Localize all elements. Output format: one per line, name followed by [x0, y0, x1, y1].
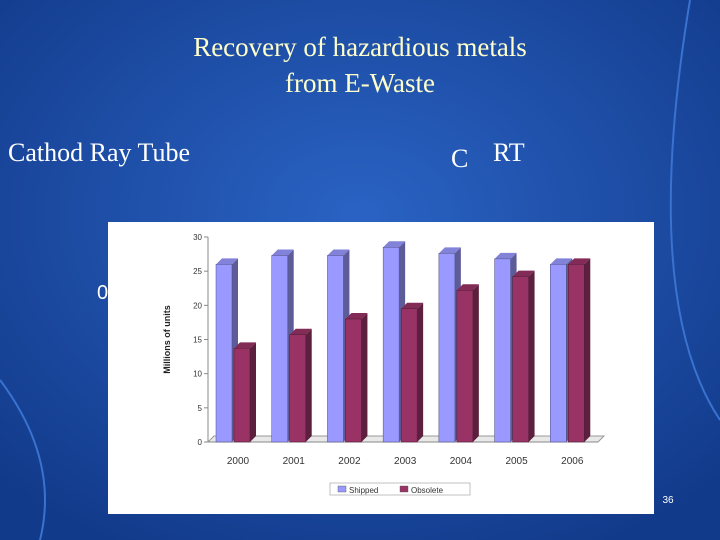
bar-top	[216, 258, 238, 265]
bar-side	[472, 284, 479, 442]
x-tick-label: 2003	[394, 456, 417, 467]
bar-side	[361, 313, 368, 442]
x-tick-label: 2006	[561, 456, 584, 467]
heading: C	[451, 144, 468, 173]
slide-title: from E-Waste	[285, 68, 435, 98]
bar	[512, 276, 529, 443]
bar-top	[568, 258, 591, 265]
bar-side	[417, 302, 424, 442]
bar	[345, 318, 362, 443]
x-tick-label: 2002	[338, 456, 361, 467]
legend-swatch	[399, 485, 409, 493]
slide-title: Recovery of hazardious metals	[193, 32, 527, 62]
bar-top	[383, 241, 406, 248]
bar	[568, 264, 585, 443]
bar-top	[289, 328, 312, 335]
bar	[327, 255, 344, 443]
bar	[550, 264, 567, 443]
bar-top	[512, 270, 535, 277]
y-tick-label: 10	[193, 370, 202, 379]
legend-swatch	[337, 485, 347, 493]
x-tick-label: 2004	[450, 456, 473, 467]
y-tick-label: 25	[193, 267, 202, 276]
bar-top	[271, 249, 294, 256]
bar-top	[494, 252, 517, 259]
bar-top	[438, 247, 461, 254]
bar	[215, 264, 233, 443]
bar-side	[584, 258, 591, 442]
stray-text: 0	[97, 282, 108, 304]
chart: 0 5 10 15 20 25 30 Millions of units 2000 2001 200…	[162, 233, 606, 496]
bar-side	[305, 328, 312, 442]
bar	[400, 308, 418, 443]
bar	[289, 334, 306, 443]
page-number: 36	[662, 495, 674, 506]
x-tick-label: 2001	[283, 456, 306, 467]
bar	[456, 290, 474, 443]
y-tick-label: 20	[193, 301, 202, 310]
y-tick-label: 0	[198, 438, 203, 447]
bar-top	[234, 342, 256, 349]
y-tick-label: 30	[193, 233, 202, 242]
bar	[382, 247, 400, 443]
bar-top	[456, 284, 479, 291]
x-tick-label: 2000	[227, 456, 250, 467]
bar-top	[550, 258, 573, 265]
bar	[494, 258, 511, 443]
y-tick-label: 5	[198, 404, 203, 413]
legend-label: Obsolete	[411, 486, 444, 495]
x-tick-label: 2005	[505, 456, 528, 467]
bar	[233, 348, 251, 443]
bar	[438, 253, 456, 443]
legend-box	[329, 482, 471, 496]
y-axis-label: Millions of units	[162, 305, 172, 374]
legend-label: Shipped	[349, 486, 378, 495]
heading: RT	[493, 138, 525, 167]
bar-top	[327, 249, 350, 256]
bar-side	[528, 270, 535, 442]
y-tick-label: 15	[193, 336, 202, 345]
heading: Cathod Ray Tube	[8, 138, 190, 167]
bar-top	[401, 302, 424, 309]
bar	[271, 255, 288, 443]
bar-side	[250, 342, 256, 442]
bar-top	[345, 313, 368, 319]
